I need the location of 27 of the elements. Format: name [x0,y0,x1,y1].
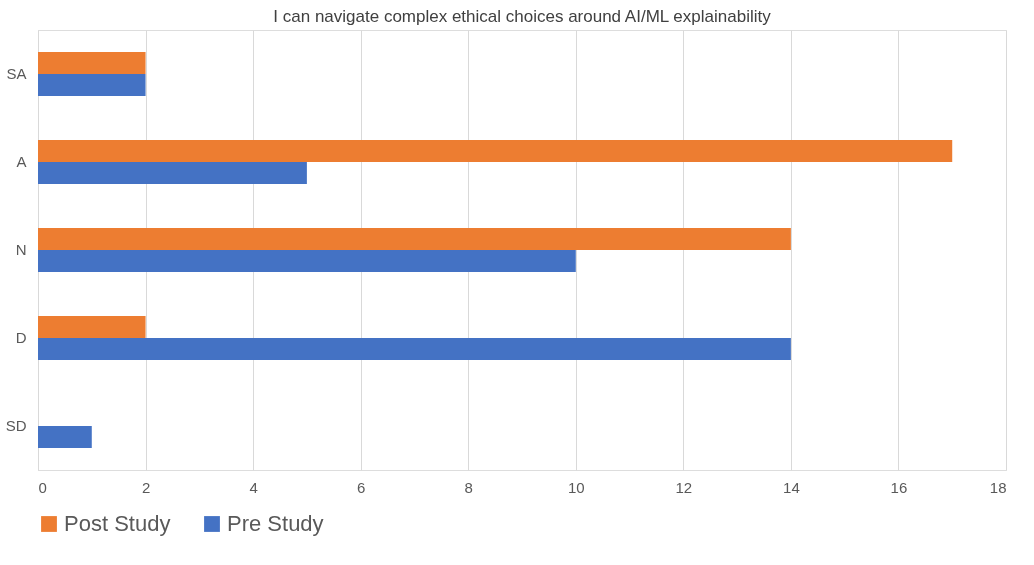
bar [38,140,953,162]
bar [38,250,576,272]
x-tick-label: 0 [38,478,47,496]
bar [38,426,92,448]
legend-label: Pre Study [227,511,324,536]
x-tick-label: 6 [356,478,366,496]
y-tick-label: N [15,241,27,258]
bar [38,162,307,184]
x-tick-label: 10 [567,478,585,496]
legend-label: Post Study [64,511,171,536]
bar [38,228,791,250]
chart-title: I can navigate complex ethical choices around AI/ML explainability [273,7,772,26]
x-tick-label: 12 [675,478,693,496]
x-tick-label: 16 [890,478,908,496]
x-tick-label: 18 [989,478,1007,496]
x-tick-label: 14 [783,478,800,496]
bar [38,52,146,74]
bar [38,74,146,96]
y-tick-label: A [16,153,27,170]
x-tick-label: 4 [249,478,258,496]
y-tick-label: SD [5,417,27,434]
bar [38,316,146,338]
x-tick-label: 8 [464,478,473,496]
y-tick-label: D [15,329,27,346]
x-tick-label: 2 [141,478,151,496]
y-tick-label: SA [6,65,27,82]
bar [38,338,791,360]
